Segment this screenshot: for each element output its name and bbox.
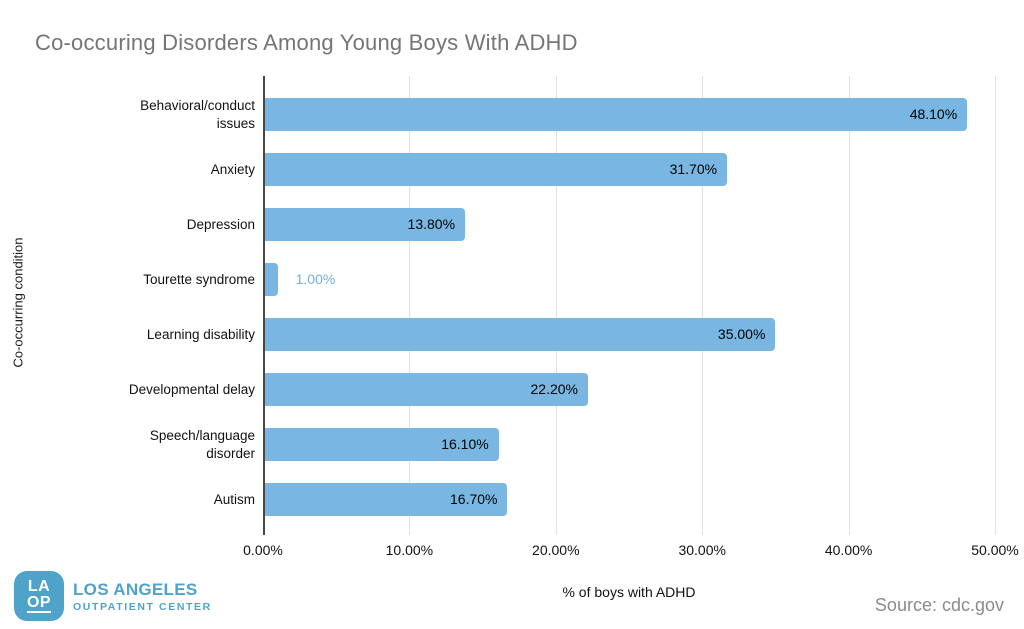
source-attribution: Source: cdc.gov	[874, 595, 1004, 615]
bar-value-label: 16.10%	[441, 436, 489, 452]
category-label: Developmental delay	[128, 381, 255, 397]
bar-row: 13.80%	[263, 197, 995, 252]
bar-value-label: 35.00%	[717, 326, 766, 342]
bar-row: 22.20%	[263, 362, 995, 417]
bar	[263, 263, 278, 296]
gridline	[409, 76, 411, 535]
logo-badge-icon: LA OP	[14, 571, 64, 621]
bar-row: 1.00%	[263, 252, 995, 307]
x-tick-label: 0.00%	[243, 542, 283, 558]
bar-row: 16.10%	[263, 417, 995, 472]
x-axis-title: % of boys with ADHD	[562, 584, 696, 600]
bar-row: 48.10%	[263, 87, 995, 142]
category-axis-labels: Behavioral/conduct issues Anxiety Depressi…	[112, 76, 255, 528]
gridline	[702, 76, 704, 535]
bar	[263, 318, 776, 351]
bar	[263, 98, 968, 131]
bar-value-label: 16.70%	[450, 491, 498, 507]
plot-area: 48.10% 31.70% 13.80% 1.00% 35.00% 22.20% 16.10…	[263, 76, 996, 535]
category-label: Learning disability	[146, 326, 255, 342]
bar	[263, 483, 508, 516]
bar-value-label: 31.70%	[669, 161, 718, 177]
bar-value-label: 22.20%	[530, 381, 578, 397]
category-label: Speech/language disorder	[149, 427, 255, 461]
category-label: Behavioral/conduct issues	[140, 97, 255, 131]
y-axis-line	[263, 76, 265, 535]
logo-monogram-line2: OP	[26, 594, 52, 613]
chart-title: Co-occuring Disorders Among Young Boys W…	[35, 30, 578, 55]
category-label: Autism	[213, 491, 255, 507]
bar	[263, 153, 728, 186]
x-tick-label: 20.00%	[532, 542, 580, 558]
logo-subtitle: OUTPATIENT CENTER	[73, 600, 212, 613]
bar	[263, 373, 588, 406]
logo-name: LOS ANGELES	[73, 579, 198, 599]
bar-value-label: 48.10%	[909, 106, 958, 122]
bar-value-label: 13.80%	[407, 216, 456, 232]
bar	[263, 428, 499, 461]
bar-row: 31.70%	[263, 142, 995, 197]
bar-row: 35.00%	[263, 307, 995, 362]
bar	[263, 208, 466, 241]
category-label: Tourette syndrome	[143, 271, 255, 287]
x-tick-label: 50.00%	[971, 542, 1019, 558]
x-tick-label: 40.00%	[824, 542, 873, 558]
gridline	[555, 76, 557, 535]
bar-value-label: 1.00%	[295, 271, 336, 287]
gridline	[848, 76, 850, 535]
bar-row: 16.70%	[263, 472, 995, 527]
x-tick-label: 10.00%	[385, 542, 434, 558]
logo-monogram-line1: LA	[27, 578, 51, 596]
logo-text: LOS ANGELES OUTPATIENT CENTER	[73, 580, 212, 613]
y-axis-title: Co-occurring condition	[10, 237, 26, 368]
x-axis-tick-labels: 0.00% 10.00% 20.00% 30.00% 40.00% 50.00%	[243, 542, 1019, 562]
logo: LA OP LOS ANGELES OUTPATIENT CENTER	[14, 571, 212, 621]
category-label: Anxiety	[210, 161, 255, 177]
gridline	[995, 76, 996, 535]
category-label: Depression	[186, 216, 255, 232]
x-tick-label: 30.00%	[678, 542, 726, 558]
